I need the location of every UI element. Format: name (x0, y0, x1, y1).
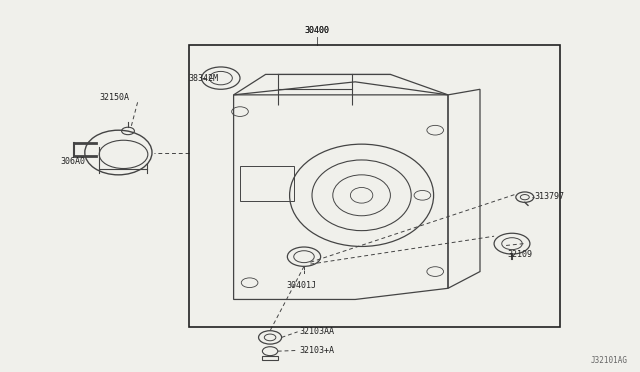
Bar (189, 45, 560, 327)
Bar (240, 166, 294, 201)
Text: J32101AG: J32101AG (590, 356, 627, 365)
Text: 313797: 313797 (534, 192, 564, 201)
Text: 38342M: 38342M (189, 74, 219, 83)
Text: 30401J: 30401J (287, 281, 317, 290)
Text: 30400: 30400 (304, 26, 330, 35)
Text: 32150A: 32150A (99, 93, 129, 102)
Text: 306A0: 306A0 (61, 157, 86, 166)
Text: 30400: 30400 (304, 26, 330, 35)
Text: 32103+A: 32103+A (300, 346, 335, 355)
Text: 32103AA: 32103AA (300, 327, 335, 336)
Bar (262, 356, 278, 360)
Text: 32109: 32109 (508, 250, 532, 259)
